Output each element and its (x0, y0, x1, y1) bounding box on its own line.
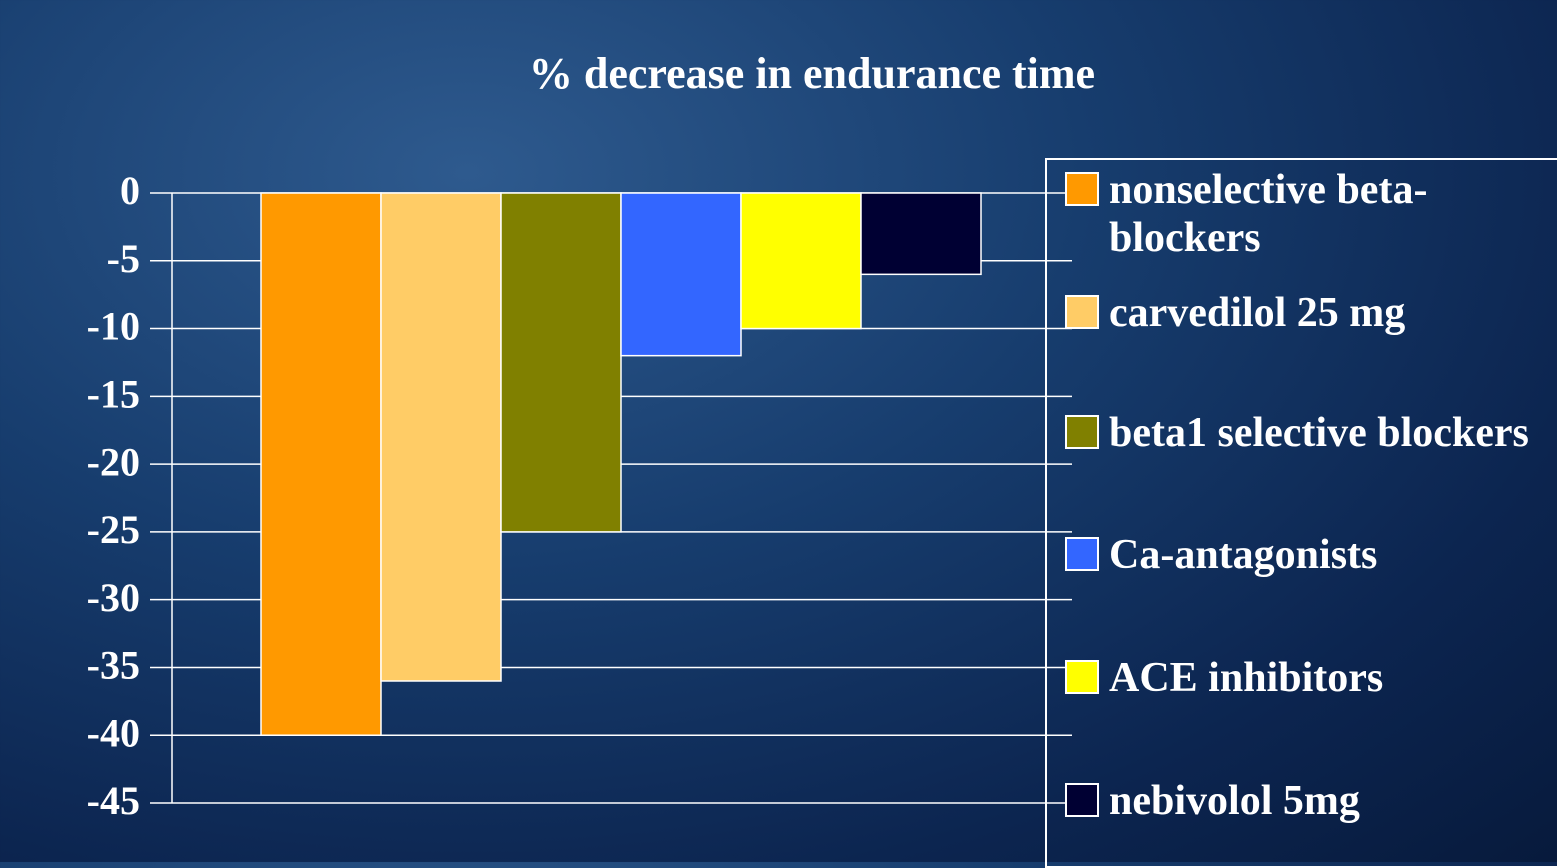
legend-label: nonselective beta-blockers (1109, 167, 1428, 261)
chart-title: % decrease in endurance time (529, 49, 1095, 98)
y-tick-label: -45 (87, 778, 140, 823)
bar (740, 192, 862, 330)
legend-label: ACE inhibitors (1109, 655, 1384, 701)
legend-label: beta1 selective blockers (1109, 410, 1529, 456)
legend-label: carvedilol 25 mg (1109, 290, 1406, 336)
y-tick-label: -25 (87, 507, 140, 552)
y-tick-label: 0 (120, 168, 140, 213)
y-tick-label: -10 (87, 304, 140, 349)
y-tick-label: -5 (107, 236, 140, 281)
legend-swatch (1065, 172, 1099, 206)
legend-swatch (1065, 783, 1099, 817)
legend-item: carvedilol 25 mg (1065, 289, 1534, 337)
legend-item: nonselective beta-blockers (1065, 166, 1534, 262)
y-tick-label: -35 (87, 643, 140, 688)
y-tick-label: -30 (87, 575, 140, 620)
bar (620, 192, 742, 357)
bar (500, 192, 622, 533)
legend-item: Ca-antagonists (1065, 531, 1534, 579)
legend-swatch (1065, 415, 1099, 449)
legend-item: nebivolol 5mg (1065, 777, 1534, 825)
legend-swatch (1065, 660, 1099, 694)
legend-item: beta1 selective blockers (1065, 409, 1534, 457)
bar (260, 192, 382, 736)
legend: nonselective beta-blockers carvedilol 25 … (1045, 158, 1557, 868)
legend-swatch (1065, 295, 1099, 329)
y-tick-label: -20 (87, 439, 140, 484)
y-tick-label: -15 (87, 372, 140, 417)
bar (860, 192, 982, 276)
legend-swatch (1065, 537, 1099, 571)
legend-item: ACE inhibitors (1065, 654, 1534, 702)
legend-label: Ca-antagonists (1109, 532, 1378, 578)
y-tick-label: -40 (87, 710, 140, 755)
legend-label: nebivolol 5mg (1109, 778, 1360, 824)
bar (380, 192, 502, 682)
